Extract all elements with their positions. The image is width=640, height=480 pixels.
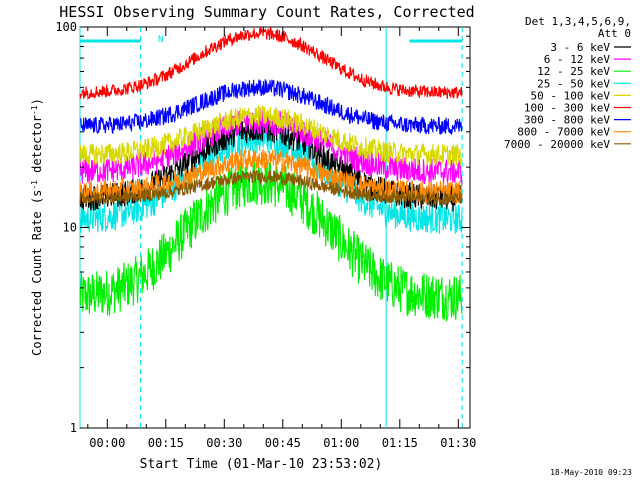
x-tick-label: 01:30 — [440, 436, 476, 450]
legend-label: 6 - 12 keV — [544, 53, 611, 66]
x-tick-label: 01:00 — [323, 436, 359, 450]
y-axis: 1 10 100 — [55, 20, 470, 435]
y-tick-label: 1 — [70, 421, 77, 435]
y-axis-label-end: ) — [30, 98, 44, 105]
legend-label: 100 - 300 keV — [524, 102, 610, 115]
y-axis-label-sup1: -1 — [30, 180, 39, 190]
x-tick-label: 00:45 — [265, 436, 301, 450]
y-axis-label-sup2: -1 — [30, 105, 39, 115]
legend-label: 50 - 100 keV — [531, 89, 611, 102]
series-group — [79, 26, 463, 323]
x-tick-label: 01:15 — [382, 436, 418, 450]
series-line-5 — [79, 26, 463, 101]
y-axis-label: Corrected Count Rate (s-1 detector-1) — [30, 98, 44, 356]
x-tick-label: 00:15 — [148, 436, 184, 450]
x-tick-label: 00:00 — [89, 436, 125, 450]
plot-area: N — [79, 26, 471, 429]
legend-label: 7000 - 20000 keV — [504, 138, 610, 151]
series-line-6 — [79, 79, 463, 136]
legend-header-line1: Det 1,3,4,5,6,9, — [525, 15, 631, 28]
legend-label: 12 - 25 keV — [537, 65, 610, 78]
series-line-4 — [79, 105, 463, 167]
y-tick-label: 10 — [63, 221, 77, 235]
series-line-2 — [79, 160, 463, 323]
series-line-8 — [79, 169, 463, 205]
legend-label: 300 - 800 keV — [524, 114, 610, 127]
legend-label: 25 - 50 keV — [537, 77, 610, 90]
legend-label: 800 - 7000 keV — [517, 126, 610, 139]
footer-date: 18-May-2010 09:23 — [550, 468, 632, 477]
y-axis-label-main: Corrected Count Rate (s — [30, 190, 44, 356]
x-axis-label: Start Time (01-Mar-10 23:53:02) — [140, 457, 383, 472]
chart-title: HESSI Observing Summary Count Rates, Cor… — [59, 3, 474, 21]
x-tick-label: 00:30 — [206, 436, 242, 450]
legend-header-line2: Att 0 — [598, 27, 631, 40]
night-marker-label: N — [158, 35, 163, 45]
x-axis: 00:00 00:15 00:30 00:45 01:00 01:15 01:30 — [87, 27, 476, 450]
y-tick-label: 100 — [55, 20, 77, 34]
y-axis-label-mid: detector — [30, 115, 44, 180]
legend-label: 3 - 6 keV — [550, 41, 610, 54]
series-line-3 — [79, 123, 463, 234]
